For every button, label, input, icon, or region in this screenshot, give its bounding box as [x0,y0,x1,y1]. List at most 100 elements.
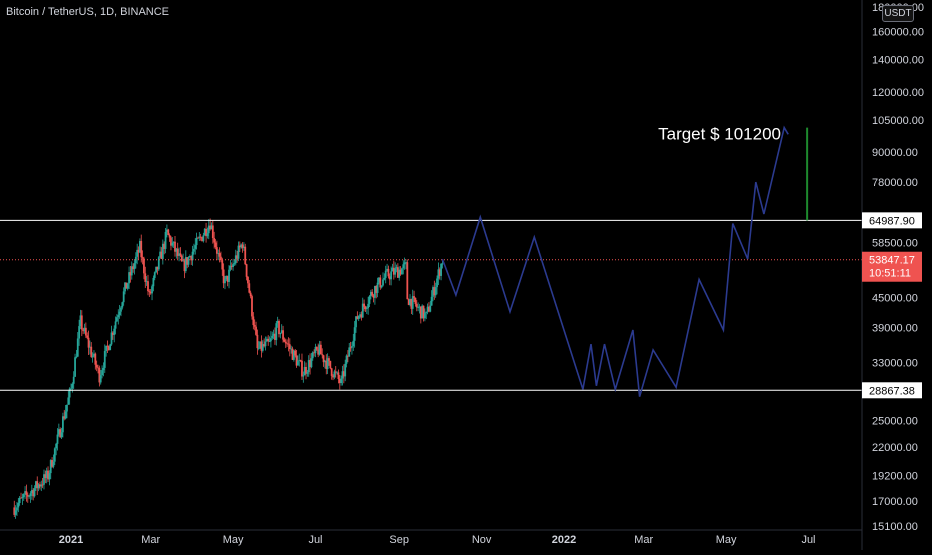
candle-body [156,266,159,270]
candle [422,305,425,322]
projection[interactable]: Target $ 101200 [441,125,809,397]
candle [311,351,314,361]
candle-body [66,404,68,412]
candle [299,359,302,363]
candle [106,340,109,354]
candle-body [356,316,359,319]
candle-body [336,372,338,374]
projection-line[interactable] [441,125,789,397]
candle-body [267,338,270,342]
candle [394,262,397,278]
candle-body [24,491,26,495]
candle-body [280,330,283,333]
candle-body [102,367,105,371]
candle-body [90,346,93,357]
candle-body [321,354,324,356]
candle [318,340,321,356]
candle-body [37,484,40,489]
candle-body [399,269,402,275]
candle-body [61,416,64,433]
candle-body [179,253,182,256]
candle-body [221,260,224,270]
candle [25,484,28,502]
candle-body [406,262,409,300]
candle [430,290,433,306]
candle-body [287,343,290,345]
candle-body [211,225,214,239]
candle-body [78,326,81,339]
candle [399,266,402,276]
candle-body [16,507,18,511]
candle-body [382,279,384,286]
candle [121,301,124,310]
candle-body [276,320,279,324]
candle-body [252,316,255,326]
candle [255,321,257,336]
candle [419,306,422,324]
candle-body [230,265,233,267]
candle [137,246,140,260]
candle [306,370,309,377]
candle-body [168,234,171,238]
price-tick-label: 19200.00 [872,471,918,483]
candle-body [87,337,90,348]
candle [155,266,157,274]
candle-body [438,269,441,276]
candle [110,325,113,346]
candle [441,260,444,269]
candle [22,493,25,501]
candle-body [284,341,287,344]
candle [283,337,286,343]
horizontal-levels[interactable] [0,219,862,391]
candle-body [405,262,407,263]
candle-body [340,378,343,384]
candle [144,266,147,288]
candle-body [172,241,175,243]
candle [138,238,141,254]
candle [43,469,45,490]
candle-body [188,256,191,258]
candle [199,233,202,241]
time-axis[interactable]: 2021 Mar May Jul Sep Nov 2022 Mar May Jul [0,529,862,546]
candle-body [428,306,430,312]
currency-button[interactable]: USDT [882,5,914,22]
price-tick-label: 17000.00 [872,496,918,508]
candle-body [14,510,17,515]
candle [210,222,213,230]
candle-body [251,296,253,317]
candle-body [383,277,386,280]
candle [392,260,395,280]
candle-body [136,249,139,257]
candle [410,298,413,314]
candle-body [394,268,397,275]
candle-body [72,376,75,384]
candle [128,266,130,290]
candle [45,467,48,484]
candle [409,294,411,307]
candle-body [310,358,313,368]
candle [405,259,407,270]
candle-body [352,340,355,347]
candle-body [392,267,395,275]
candle [375,285,378,299]
candle [83,323,86,334]
candle [337,369,340,384]
price-tick-label: 39000.00 [872,322,918,334]
candle [256,329,259,355]
candle-body [167,229,170,235]
candle-body [295,355,298,366]
candle [44,470,47,484]
candle [321,348,324,359]
candle [270,331,272,348]
candle [191,245,194,266]
candle-body [218,253,221,257]
price-tick-label: 160000.00 [872,27,924,39]
candle [224,275,226,290]
candle [147,274,149,296]
candle [234,249,237,266]
candle-body [32,490,35,497]
candle [140,234,143,263]
candle-body [143,258,145,274]
